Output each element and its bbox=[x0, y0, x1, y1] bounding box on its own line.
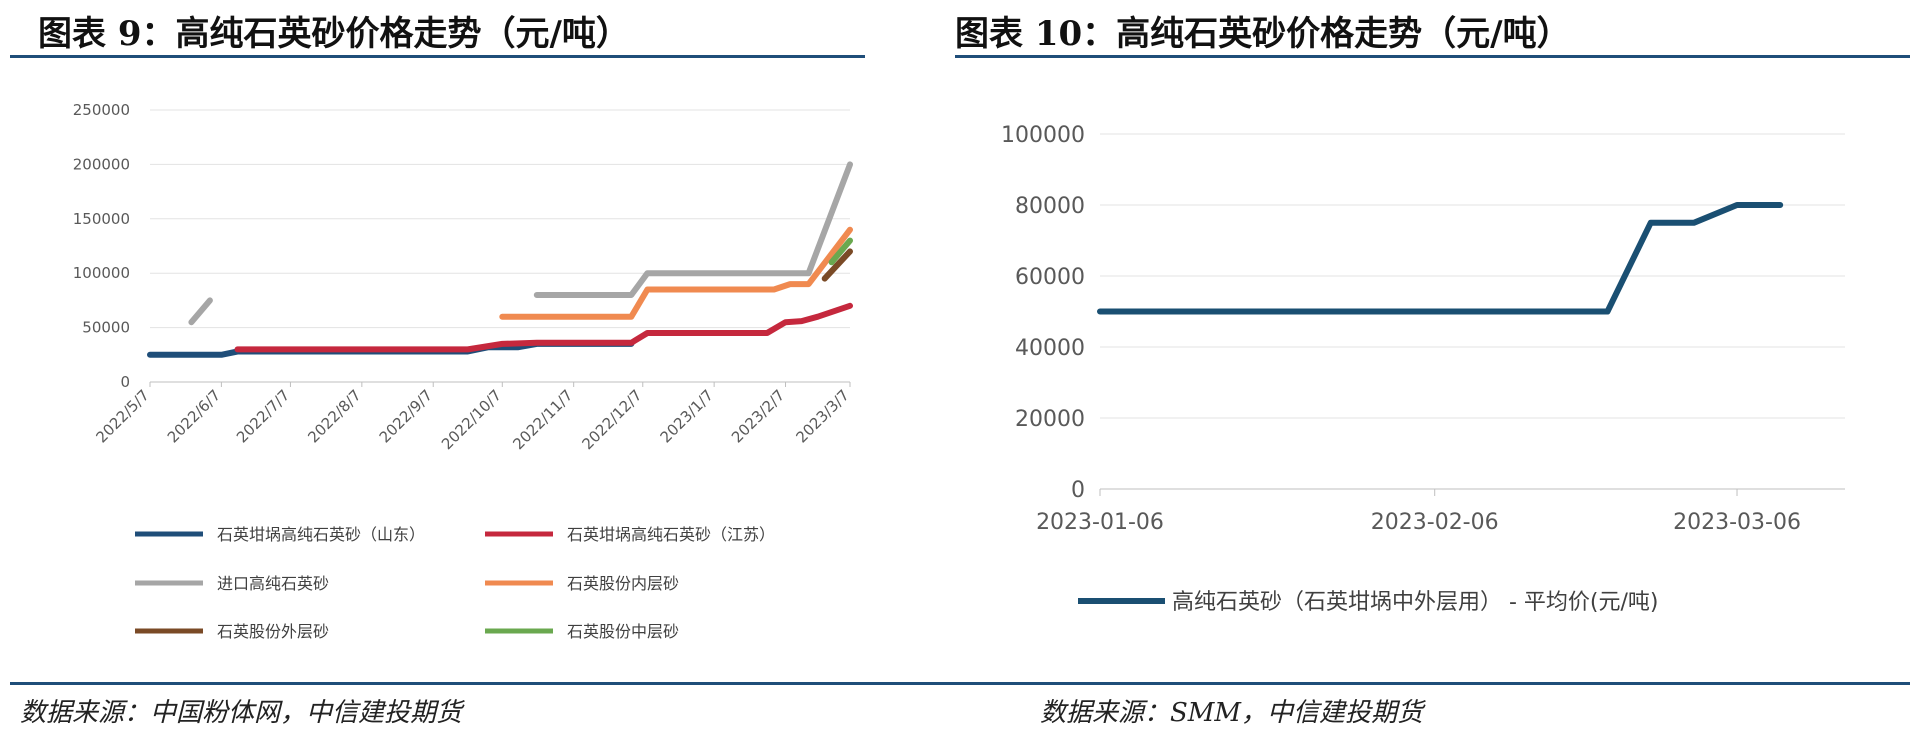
right-y-tick-label: 60000 bbox=[1015, 265, 1085, 290]
left-y-tick-label: 200000 bbox=[73, 155, 130, 173]
right-source-note: 数据来源：SMM，中信建投期货 bbox=[1040, 698, 1424, 728]
left-x-tick-label: 2023/1/7 bbox=[657, 386, 717, 446]
bottom-rule bbox=[10, 682, 1910, 685]
right-y-tick-label: 80000 bbox=[1015, 194, 1085, 219]
left-series-line bbox=[828, 237, 853, 266]
right-y-tick-label: 0 bbox=[1071, 478, 1085, 503]
right-line-chart: 0 20000 40000 60000 80000 100000 2023-01-06 202… bbox=[1001, 123, 1845, 615]
left-x-tick-label: 2022/9/7 bbox=[376, 386, 436, 446]
left-x-tick-label: 2022/10/7 bbox=[438, 386, 505, 453]
left-series-line bbox=[188, 161, 853, 326]
left-y-tick-label: 0 bbox=[120, 373, 130, 391]
left-x-tick-label: 2022/6/7 bbox=[164, 386, 224, 446]
left-x-tick-label: 2022/7/7 bbox=[233, 386, 293, 446]
left-chart-title: 图表 9：高纯石英砂价格走势（元/吨） bbox=[38, 14, 630, 54]
right-x-tick-label: 2023-03-06 bbox=[1673, 510, 1801, 535]
right-legend-label: 高纯石英砂（石英坩埚中外层用） - 平均价(元/吨) bbox=[1172, 590, 1659, 615]
left-x-tick-label: 2022/12/7 bbox=[578, 386, 645, 453]
right-series-line bbox=[1097, 202, 1784, 315]
right-x-tick-label: 2023-02-06 bbox=[1371, 510, 1499, 535]
left-legend-label: 石英股份外层砂 bbox=[217, 622, 329, 641]
left-x-tick-label: 2022/11/7 bbox=[509, 386, 576, 453]
top-rule-left bbox=[10, 55, 865, 58]
left-legend-label: 石英股份内层砂 bbox=[567, 574, 679, 593]
left-y-tick-label: 100000 bbox=[73, 264, 130, 282]
left-y-tick-label: 50000 bbox=[82, 319, 130, 337]
left-source-note: 数据来源：中国粉体网，中信建投期货 bbox=[20, 698, 463, 728]
left-legend-label: 石英坩埚高纯石英砂（江苏） bbox=[567, 525, 775, 544]
right-chart-title: 图表 10：高纯石英砂价格走势（元/吨） bbox=[955, 14, 1571, 54]
right-y-tick-label: 100000 bbox=[1001, 123, 1085, 148]
left-x-tick-label: 2022/5/7 bbox=[92, 386, 152, 446]
right-x-tick-label: 2023-01-06 bbox=[1036, 510, 1164, 535]
right-y-tick-label: 20000 bbox=[1015, 407, 1085, 432]
left-x-tick-label: 2023/2/7 bbox=[728, 386, 788, 446]
left-series-line bbox=[234, 302, 853, 353]
left-legend-label: 石英股份中层砂 bbox=[567, 622, 679, 641]
left-y-tick-label: 150000 bbox=[73, 210, 130, 228]
left-series-line bbox=[821, 248, 853, 282]
left-x-tick-label: 2023/3/7 bbox=[792, 386, 852, 446]
top-rule-right bbox=[955, 55, 1910, 58]
left-series-line bbox=[499, 226, 853, 320]
right-y-tick-label: 40000 bbox=[1015, 336, 1085, 361]
left-legend-label: 进口高纯石英砂 bbox=[217, 574, 329, 593]
left-x-tick-label: 2022/8/7 bbox=[304, 386, 364, 446]
left-y-tick-label: 250000 bbox=[73, 101, 130, 119]
left-legend-label: 石英坩埚高纯石英砂（山东） bbox=[217, 525, 425, 544]
